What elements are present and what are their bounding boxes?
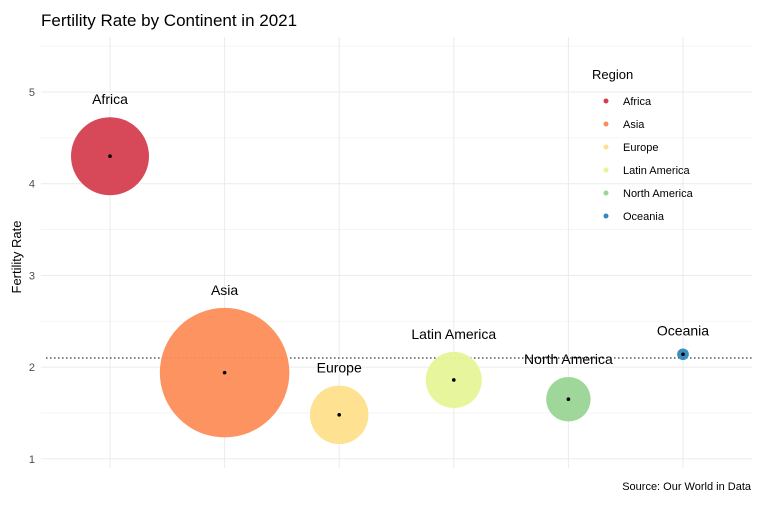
legend-key-oceania <box>603 213 609 219</box>
point-africa <box>108 154 112 159</box>
legend-key-africa <box>603 98 609 104</box>
data-label-asia: Asia <box>211 282 238 298</box>
y-tick-label: 5 <box>29 87 35 99</box>
chart-title: Fertility Rate by Continent in 2021 <box>41 11 297 30</box>
legend-key-europe <box>603 144 609 150</box>
y-tick-label: 2 <box>29 362 35 374</box>
point-asia <box>222 370 227 375</box>
data-label-north-america: North America <box>524 351 613 367</box>
point-oceania <box>681 352 685 357</box>
data-label-africa: Africa <box>92 91 128 107</box>
y-tick-label: 1 <box>29 454 35 466</box>
data-label-europe: Europe <box>317 360 362 376</box>
legend-key-asia <box>603 121 609 127</box>
data-label-oceania: Oceania <box>657 322 709 338</box>
y-axis-ticks: 1 2 3 4 5 <box>29 87 35 466</box>
point-europe <box>337 413 342 417</box>
legend-label-north-america: North America <box>623 188 694 200</box>
legend-label-oceania: Oceania <box>623 211 665 223</box>
legend-key-north-america <box>603 190 609 196</box>
y-tick-label: 4 <box>29 179 35 191</box>
legend: Region Africa Asia Europe Latin America Nort… <box>592 67 694 223</box>
legend-label-asia: Asia <box>623 119 645 131</box>
bubbles: Africa Asia Europe Latin America North Ameri… <box>71 91 709 445</box>
point-latin-america <box>452 378 456 382</box>
y-axis-label: Fertility Rate <box>9 221 24 294</box>
point-north-america <box>566 397 571 402</box>
caption: Source: Our World in Data <box>622 481 752 493</box>
data-label-latin-america: Latin America <box>411 326 496 342</box>
legend-title: Region <box>592 67 633 82</box>
legend-label-latin-america: Latin America <box>623 165 691 177</box>
legend-label-africa: Africa <box>623 96 652 108</box>
y-tick-label: 3 <box>29 270 35 282</box>
legend-label-europe: Europe <box>623 142 658 154</box>
legend-key-latin-america <box>603 167 609 173</box>
